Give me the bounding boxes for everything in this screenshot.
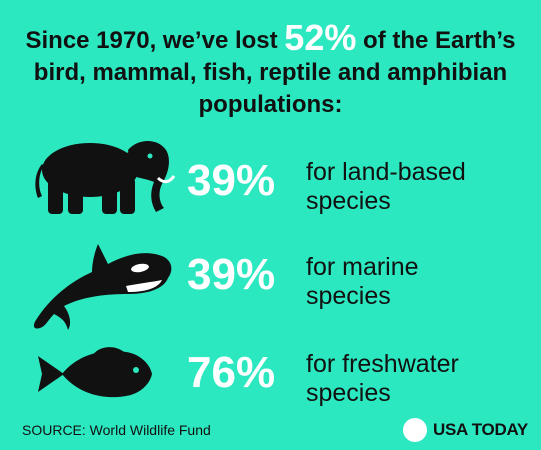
stat-description-freshwater: for freshwater species bbox=[306, 350, 536, 408]
brand-logo: USA TODAY bbox=[403, 417, 528, 443]
elephant-icon bbox=[28, 136, 178, 223]
brand-name: USA TODAY bbox=[433, 420, 528, 439]
stat-desc-line2: species bbox=[306, 379, 391, 407]
stat-description-land: for land-based species bbox=[306, 158, 536, 216]
headline-text-before: Since 1970, we’ve lost bbox=[25, 27, 285, 54]
stat-percent-marine: 39% bbox=[187, 250, 276, 299]
stat-row-freshwater: 76% for freshwater species bbox=[0, 340, 541, 430]
brand-dot-icon bbox=[403, 418, 427, 442]
headline-text-after: of the Earth’s bird, mammal, fish, repti… bbox=[33, 27, 516, 118]
stat-description-marine: for marine species bbox=[306, 253, 536, 311]
stat-percent-land: 39% bbox=[187, 156, 276, 205]
stat-row-land: 39% for land-based species bbox=[0, 134, 541, 224]
stat-desc-line1: for freshwater bbox=[306, 350, 459, 378]
stat-desc-line2: species bbox=[306, 282, 391, 310]
fish-icon bbox=[28, 346, 158, 407]
headline-highlight: 52% bbox=[284, 17, 357, 58]
source-credit: SOURCE: World Wildlife Fund bbox=[22, 422, 211, 438]
stat-desc-line2: species bbox=[306, 187, 391, 215]
stat-desc-line1: for land-based bbox=[306, 158, 466, 186]
headline: Since 1970, we’ve lost 52% of the Earth’… bbox=[0, 20, 541, 121]
stat-row-marine: 39% for marine species bbox=[0, 234, 541, 330]
stat-desc-line1: for marine bbox=[306, 253, 419, 281]
stat-percent-freshwater: 76% bbox=[187, 348, 276, 397]
orca-icon bbox=[28, 240, 178, 337]
